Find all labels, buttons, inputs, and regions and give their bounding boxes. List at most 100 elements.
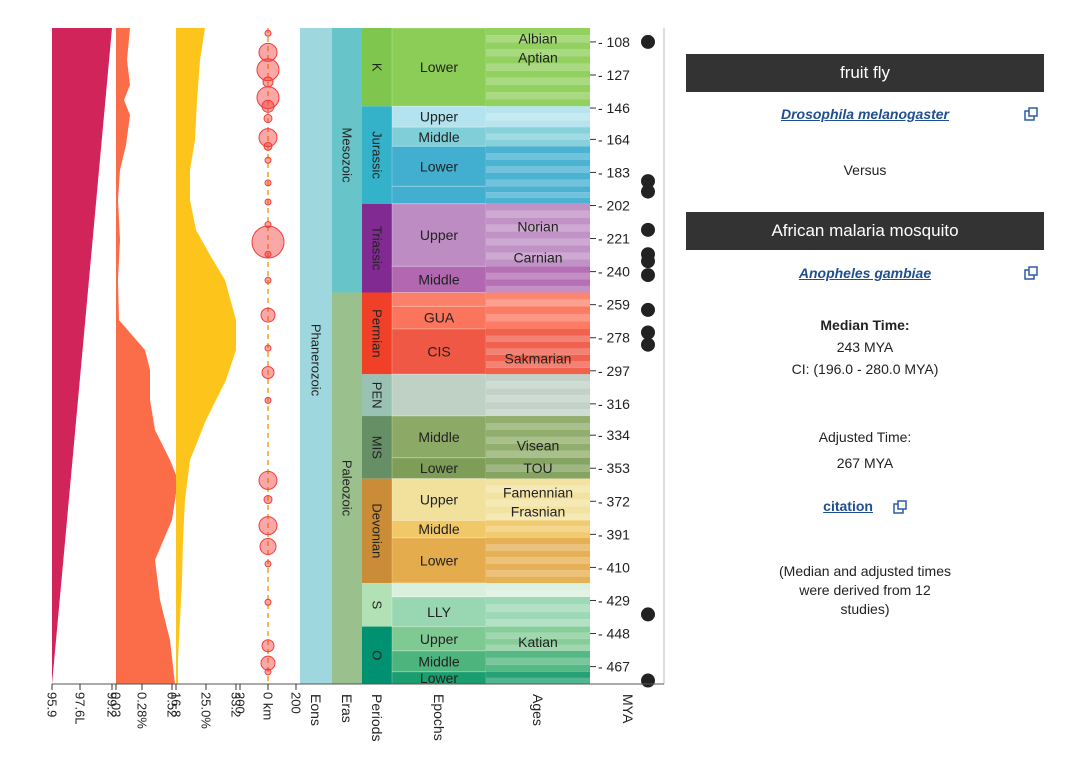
o2-area bbox=[176, 28, 236, 684]
divergence-dot bbox=[641, 325, 655, 340]
age-stripe bbox=[486, 626, 590, 633]
eon-band bbox=[300, 28, 332, 684]
epoch-label: Middle bbox=[418, 653, 459, 669]
bottom-axis-tick-label: 200 bbox=[233, 692, 248, 714]
age-stripe bbox=[486, 402, 590, 410]
age-stripe bbox=[486, 77, 590, 85]
impact-marker bbox=[261, 99, 275, 113]
period-label: K bbox=[370, 63, 385, 72]
mya-tick-label: - 240 bbox=[598, 264, 630, 280]
bottom-axis-tick-label: 99.2 bbox=[105, 692, 120, 717]
divergence-dot bbox=[641, 34, 655, 49]
age-stripe bbox=[486, 335, 590, 342]
age-stripe bbox=[486, 526, 590, 533]
age-label: Albian bbox=[519, 30, 558, 46]
impact-marker bbox=[264, 29, 272, 37]
epoch-label: Upper bbox=[420, 109, 458, 125]
age-stripe bbox=[486, 429, 590, 437]
impact-marker bbox=[259, 538, 277, 556]
versus-label: Versus bbox=[843, 162, 887, 178]
column-header-mya: MYA bbox=[620, 694, 636, 724]
age-stripe bbox=[486, 99, 590, 107]
age-stripe bbox=[486, 35, 590, 43]
mya-tick-label: - 183 bbox=[598, 164, 630, 180]
age-stripe bbox=[486, 238, 590, 246]
epoch-band bbox=[391, 145, 487, 187]
period-label: Jurassic bbox=[370, 131, 385, 179]
mya-tick-label: - 316 bbox=[598, 396, 630, 412]
mya-tick-label: - 410 bbox=[598, 559, 630, 575]
age-stripe bbox=[486, 152, 590, 160]
age-stripe bbox=[486, 49, 590, 57]
impact-marker bbox=[263, 495, 273, 505]
age-stripe bbox=[486, 92, 590, 100]
epoch-label: GUA bbox=[424, 310, 455, 326]
age-stripe bbox=[486, 520, 590, 527]
adjusted-label: Adjusted Time: bbox=[818, 429, 912, 445]
divergence-dot bbox=[641, 607, 655, 622]
citation-link[interactable]: citation bbox=[823, 498, 873, 514]
mya-tick-label: - 108 bbox=[598, 34, 630, 50]
age-stripe bbox=[486, 563, 590, 571]
age-stripe bbox=[486, 499, 590, 507]
impact-marker bbox=[264, 344, 272, 352]
external-link-icon[interactable] bbox=[1024, 266, 1038, 280]
epoch-band bbox=[391, 582, 487, 598]
period-band bbox=[362, 626, 392, 684]
epoch-label: Lower bbox=[420, 59, 458, 75]
impact-marker bbox=[258, 516, 278, 536]
mya-tick-label: - 372 bbox=[598, 493, 630, 509]
impact-marker bbox=[263, 141, 273, 151]
epoch-band bbox=[391, 626, 487, 652]
impact-marker bbox=[258, 42, 278, 62]
impact-marker bbox=[256, 58, 280, 82]
age-stripe bbox=[486, 374, 590, 382]
impact-marker bbox=[260, 307, 276, 323]
bottom-axis-tick-label: 0.28% bbox=[135, 692, 150, 729]
age-stripe bbox=[486, 619, 590, 627]
species1-scientific-link[interactable]: Drosophila melanogaster bbox=[780, 106, 950, 122]
divergence-dot bbox=[641, 184, 655, 199]
age-stripe bbox=[486, 197, 590, 204]
impact-marker bbox=[264, 156, 272, 164]
external-link-icon[interactable] bbox=[893, 500, 907, 515]
age-stripe bbox=[486, 443, 590, 451]
age-stripe bbox=[486, 478, 590, 486]
age-stripe bbox=[486, 664, 590, 672]
period-band bbox=[362, 478, 392, 584]
age-label: Carnian bbox=[513, 250, 562, 266]
age-stripe bbox=[486, 173, 590, 180]
impact-marker bbox=[260, 655, 276, 671]
bottom-axis-tick-label: 200 bbox=[289, 692, 304, 714]
age-stripe bbox=[486, 570, 590, 577]
age-stripe bbox=[486, 644, 590, 651]
age-stripe bbox=[486, 341, 590, 349]
period-band bbox=[362, 416, 392, 479]
impact-marker bbox=[251, 225, 285, 259]
impact-marker bbox=[264, 668, 272, 676]
divergence-dot bbox=[641, 673, 655, 688]
bottom-axis-tick-label: 0 km bbox=[261, 692, 276, 720]
age-stripe bbox=[486, 252, 590, 260]
external-link-icon[interactable] bbox=[1024, 107, 1038, 121]
age-stripe bbox=[486, 544, 590, 551]
age-stripe bbox=[486, 450, 590, 458]
species2-scientific-link[interactable]: Anopheles gambiae bbox=[798, 265, 932, 281]
age-stripe bbox=[486, 113, 590, 121]
age-label: Sakmarian bbox=[505, 351, 572, 367]
age-stripe bbox=[486, 133, 590, 140]
mya-tick-label: - 221 bbox=[598, 231, 630, 247]
age-stripe bbox=[486, 259, 590, 267]
age-stripe bbox=[486, 632, 590, 639]
column-header-eras: Eras bbox=[339, 694, 355, 723]
age-stripe bbox=[486, 42, 590, 50]
epoch-band bbox=[391, 478, 487, 521]
column-header-eons: Eons bbox=[308, 694, 324, 726]
age-stripe bbox=[486, 532, 590, 538]
age-stripe bbox=[486, 139, 590, 147]
age-label: Frasnian bbox=[511, 504, 565, 520]
period-band bbox=[362, 583, 392, 627]
divergence-dot bbox=[641, 302, 655, 317]
age-stripe bbox=[486, 203, 590, 211]
epoch-label: Middle bbox=[418, 129, 459, 145]
